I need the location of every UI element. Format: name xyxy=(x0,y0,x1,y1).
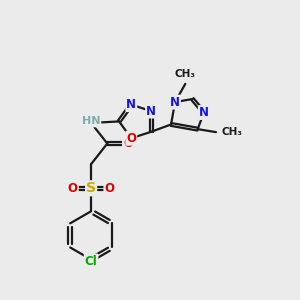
Text: O: O xyxy=(104,182,114,195)
Text: HN: HN xyxy=(82,116,100,126)
Text: N: N xyxy=(199,106,209,119)
Text: O: O xyxy=(123,137,133,150)
Text: O: O xyxy=(126,132,136,145)
Text: CH₃: CH₃ xyxy=(175,68,196,79)
Text: N: N xyxy=(126,98,136,111)
Text: Cl: Cl xyxy=(85,254,98,268)
Text: O: O xyxy=(68,182,78,195)
Text: CH₃: CH₃ xyxy=(221,127,242,137)
Text: S: S xyxy=(86,181,96,195)
Text: N: N xyxy=(146,105,156,118)
Text: N: N xyxy=(170,96,180,109)
